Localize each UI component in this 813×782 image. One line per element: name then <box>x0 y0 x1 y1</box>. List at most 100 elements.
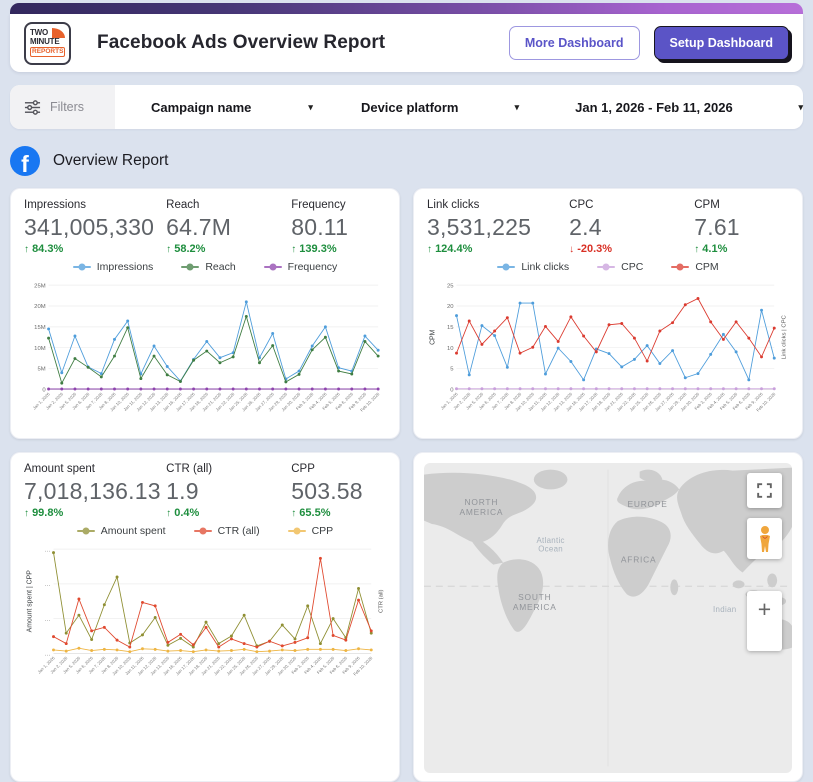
chart-legend: Link clicks CPC CPM <box>427 261 789 273</box>
metric-label: Frequency <box>291 199 386 211</box>
delta-value: 0.4% <box>174 507 199 519</box>
metric-cpm: CPM 7.61 ↑ 4.1% <box>694 199 789 255</box>
date-range-dropdown[interactable]: Jan 1, 2026 - Feb 11, 2026 ▾ <box>575 100 803 115</box>
metric-value: 7.61 <box>694 214 789 241</box>
trend-down-icon: ↓ <box>569 244 574 255</box>
trend-up-icon: ↑ <box>24 508 29 519</box>
legend-marker-icon <box>597 266 615 269</box>
metric-link-clicks: Link clicks 3,531,225 ↑ 124.4% <box>427 199 569 255</box>
map-label: Indian <box>713 605 736 614</box>
logo-line-2: MINUTE <box>30 38 69 47</box>
app-logo: TWO MINUTE REPORTS <box>24 22 71 65</box>
metric-value: 2.4 <box>569 214 694 241</box>
impressions-card: Impressions 341,005,330 ↑ 84.3% Reach 64… <box>10 188 400 439</box>
legend-item[interactable]: CPP <box>288 525 334 537</box>
section-header: f Overview Report <box>10 146 803 176</box>
legend-item[interactable]: Impressions <box>73 261 154 273</box>
legend-marker-icon <box>194 530 212 533</box>
legend-item[interactable]: Frequency <box>264 261 338 273</box>
chart-legend: Impressions Reach Frequency <box>24 261 386 273</box>
link-clicks-card: Link clicks 3,531,225 ↑ 124.4% CPC 2.4 ↓… <box>413 188 803 439</box>
metric-label: CPC <box>569 199 694 211</box>
trend-up-icon: ↑ <box>166 508 171 519</box>
trend-up-icon: ↑ <box>291 244 296 255</box>
chart-legend: Amount spent CTR (all) CPP <box>24 525 386 537</box>
map-label: Atlantic <box>536 536 564 545</box>
delta-value: 124.4% <box>435 243 472 255</box>
impressions-chart: 05M10M15M20M25MJan 1, 2026Jan 2, 2026Jan… <box>24 275 386 433</box>
svg-text:…: … <box>45 582 51 588</box>
legend-item[interactable]: CTR (all) <box>194 525 260 537</box>
metric-delta: ↓ -20.3% <box>569 243 694 255</box>
metrics-row: Amount spent 7,018,136.13 ↑ 99.8% CTR (a… <box>24 463 386 519</box>
metric-delta: ↑ 99.8% <box>24 507 166 519</box>
metric-amount-spent: Amount spent 7,018,136.13 ↑ 99.8% <box>24 463 166 519</box>
svg-text:5: 5 <box>450 367 454 373</box>
metric-value: 80.11 <box>291 214 386 241</box>
map-label: EUROPE <box>627 499 667 509</box>
svg-text:25: 25 <box>447 283 454 289</box>
svg-text:5M: 5M <box>37 367 45 373</box>
map-card: NORTHAMERICAAtlanticOceanEUROPEAFRICASOU… <box>413 452 803 782</box>
legend-item[interactable]: Link clicks <box>497 261 569 273</box>
legend-label: Frequency <box>288 261 338 273</box>
setup-dashboard-button[interactable]: Setup Dashboard <box>654 26 790 60</box>
trend-up-icon: ↑ <box>291 508 296 519</box>
legend-item[interactable]: CPM <box>671 261 718 273</box>
legend-marker-icon <box>77 530 95 533</box>
map-svg: NORTHAMERICAAtlanticOceanEUROPEAFRICASOU… <box>424 463 792 773</box>
street-view-button[interactable] <box>747 518 782 559</box>
device-platform-dropdown[interactable]: Device platform ▾ <box>361 100 519 115</box>
metric-value: 503.58 <box>291 478 386 505</box>
legend-label: CPC <box>621 261 643 273</box>
metric-delta: ↑ 84.3% <box>24 243 166 255</box>
metric-frequency: Frequency 80.11 ↑ 139.3% <box>291 199 386 255</box>
world-map[interactable]: NORTHAMERICAAtlanticOceanEUROPEAFRICASOU… <box>424 463 792 773</box>
filter-bar: Filters Campaign name ▾ Device platform … <box>10 85 803 129</box>
delta-value: 84.3% <box>32 243 63 255</box>
svg-text:15: 15 <box>447 325 454 331</box>
metric-value: 1.9 <box>166 478 291 505</box>
campaign-name-dropdown[interactable]: Campaign name ▾ <box>151 100 313 115</box>
metric-value: 7,018,136.13 <box>24 478 166 505</box>
metric-cpp: CPP 503.58 ↑ 65.5% <box>291 463 386 519</box>
metric-value: 64.7M <box>166 214 291 241</box>
amount-spent-card: Amount spent 7,018,136.13 ↑ 99.8% CTR (a… <box>10 452 400 782</box>
legend-item[interactable]: CPC <box>597 261 643 273</box>
svg-text:…: … <box>45 547 51 553</box>
metric-label: CTR (all) <box>166 463 291 475</box>
svg-text:CPM: CPM <box>429 329 436 345</box>
svg-text:15M: 15M <box>34 325 46 331</box>
legend-label: CPM <box>695 261 718 273</box>
filters-button[interactable]: Filters <box>10 85 115 129</box>
map-label: Ocean <box>538 545 563 554</box>
legend-label: Impressions <box>97 261 154 273</box>
chevron-down-icon: ▾ <box>798 102 803 113</box>
filters-label: Filters <box>50 100 84 114</box>
legend-label: CPP <box>312 525 334 537</box>
more-dashboard-button[interactable]: More Dashboard <box>509 26 640 60</box>
fullscreen-button[interactable] <box>747 473 782 508</box>
trend-up-icon: ↑ <box>694 244 699 255</box>
svg-text:20M: 20M <box>34 304 46 310</box>
metric-impressions: Impressions 341,005,330 ↑ 84.3% <box>24 199 166 255</box>
legend-marker-icon <box>671 266 689 269</box>
svg-text:Amount spent | CPP: Amount spent | CPP <box>26 570 33 633</box>
trend-up-icon: ↑ <box>166 244 171 255</box>
legend-item[interactable]: Amount spent <box>77 525 166 537</box>
delta-value: 4.1% <box>702 243 727 255</box>
legend-marker-icon <box>497 266 515 269</box>
map-label: AFRICA <box>621 555 657 565</box>
metric-reach: Reach 64.7M ↑ 58.2% <box>166 199 291 255</box>
metric-ctr: CTR (all) 1.9 ↑ 0.4% <box>166 463 291 519</box>
delta-value: 65.5% <box>299 507 330 519</box>
metric-label: Reach <box>166 199 291 211</box>
svg-text:20: 20 <box>447 304 454 310</box>
zoom-in-button[interactable]: + <box>747 591 782 651</box>
metric-delta: ↑ 0.4% <box>166 507 291 519</box>
map-label: SOUTH <box>518 592 551 602</box>
metric-delta: ↑ 58.2% <box>166 243 291 255</box>
legend-label: Amount spent <box>101 525 166 537</box>
legend-item[interactable]: Reach <box>181 261 235 273</box>
campaign-name-label: Campaign name <box>151 100 251 115</box>
